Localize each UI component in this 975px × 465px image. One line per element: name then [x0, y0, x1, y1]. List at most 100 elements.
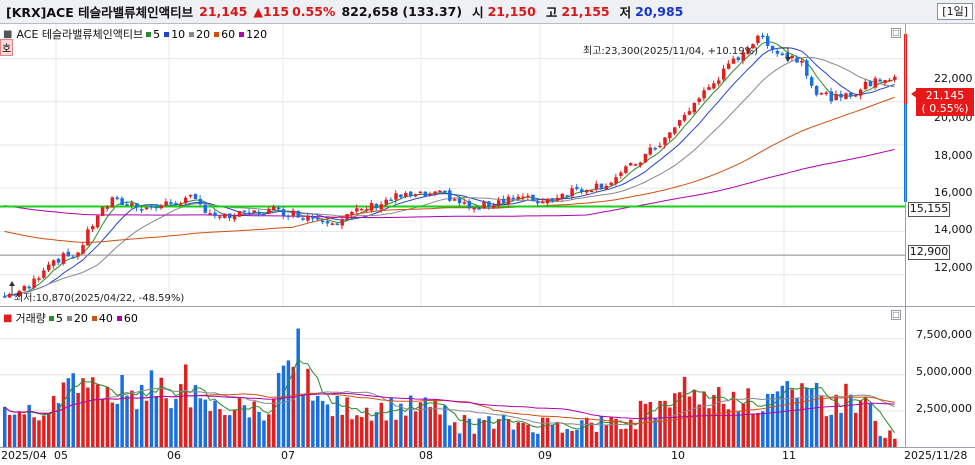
candle-body: [325, 221, 330, 224]
volume-bar: [22, 414, 27, 447]
candle-body: [203, 204, 208, 213]
candle-body: [374, 203, 379, 209]
volume-bar: [47, 413, 51, 447]
volume-bar: [516, 422, 521, 447]
volume-bar: [751, 414, 755, 447]
candle-body: [130, 203, 134, 206]
candle-body: [560, 193, 565, 199]
period-button[interactable]: [1일]: [937, 3, 973, 20]
volume-bar: [800, 383, 804, 447]
volume-legend-name: 거래량: [15, 312, 46, 325]
volume-bar: [276, 373, 281, 447]
volume-bar: [433, 399, 437, 447]
candle-body: [550, 198, 555, 201]
candle-body: [570, 188, 574, 197]
volume-bar: [726, 409, 731, 447]
candle-body: [267, 208, 271, 214]
volume-tick-5000000: 5,000,000: [916, 365, 972, 378]
candle-body: [399, 194, 403, 198]
side-tag[interactable]: 호: [0, 39, 14, 56]
candle-body: [76, 252, 80, 257]
volume-bar: [399, 403, 403, 447]
pane-separator[interactable]: [0, 306, 975, 307]
candle-body: [819, 92, 824, 95]
open-price: 21,150: [487, 4, 536, 19]
volume-bar: [51, 396, 56, 447]
low-label: 저: [619, 5, 632, 20]
ma-5-line: [4, 41, 895, 297]
trade-amount: (133.37): [402, 4, 463, 19]
candle-body: [452, 199, 457, 201]
candle-body: [511, 197, 516, 200]
volume-bar: [423, 397, 428, 447]
candle-body: [516, 196, 521, 200]
candle-body: [7, 293, 12, 298]
candle-body: [443, 190, 447, 193]
volume-bar: [27, 404, 31, 447]
candle-body: [853, 95, 858, 97]
candle-body: [751, 44, 755, 49]
candle-body: [247, 212, 252, 214]
volume-bar: [350, 419, 354, 447]
low-annotation: 최저:10,870(2025/04/22, -48.59%): [14, 293, 185, 304]
volume-ma-60-line: [4, 392, 895, 420]
candle-body: [540, 201, 545, 204]
candle-body: [42, 270, 46, 278]
candle-body: [604, 185, 609, 190]
volume-legend: ■ 거래량 5 20 40 60: [3, 310, 142, 326]
candle-body: [643, 153, 648, 163]
volume-bar: [369, 420, 374, 447]
ma-60-line: [4, 96, 895, 243]
candle-body: [619, 172, 623, 176]
candle-body: [271, 206, 276, 210]
volume-bar: [325, 404, 330, 447]
candle-body: [56, 258, 61, 263]
candle-body: [320, 220, 325, 223]
volume-bar: [707, 408, 711, 447]
symbol-name[interactable]: [KRX]ACE 테슬라밸류체인액티브: [6, 5, 194, 20]
candle-body: [428, 193, 432, 196]
candle-body: [379, 204, 384, 210]
volume-bar: [301, 394, 305, 447]
volume-bar: [257, 411, 261, 447]
candle-body: [218, 216, 222, 218]
candle-body: [12, 294, 17, 296]
candle-body: [599, 183, 604, 189]
volume-bar: [819, 395, 824, 447]
volume-bar: [717, 387, 721, 447]
price-chart[interactable]: [0, 24, 975, 307]
candle-body: [785, 53, 790, 58]
candle-body: [829, 91, 834, 102]
volume-bar: [12, 414, 17, 447]
ma-10-swatch-icon: [164, 32, 170, 37]
price-tick-22000: 22,000: [934, 72, 973, 85]
candle-body: [100, 207, 105, 217]
ma-20-swatch-icon: [189, 32, 195, 37]
low-price: 20,985: [635, 4, 684, 19]
volume-toggle-icon[interactable]: ■: [3, 312, 13, 324]
price-gridlines: [0, 24, 905, 307]
volume-tick-2500000: 2,500,000: [916, 402, 972, 415]
current-price: 21,145: [199, 4, 248, 19]
candle-body: [687, 111, 692, 115]
candle-body: [805, 60, 809, 76]
volume-bar: [599, 415, 604, 447]
volume-bar: [594, 431, 599, 447]
volume-bar: [413, 411, 418, 447]
candle-body: [242, 210, 247, 213]
volume-bar: [42, 415, 46, 447]
price-tick-16000: 16,000: [934, 186, 973, 199]
volume-chart[interactable]: [0, 307, 975, 447]
volume-close-icon[interactable]: □: [891, 310, 901, 320]
candle-body: [306, 216, 310, 221]
volume-bar: [467, 418, 472, 447]
volume-bar: [448, 425, 452, 447]
price-close-icon[interactable]: □: [891, 28, 901, 38]
legend-toggle-icon[interactable]: ■: [3, 28, 13, 40]
date-label-08: 08: [419, 449, 433, 462]
volume-bar: [521, 422, 525, 447]
candle-body: [105, 206, 110, 209]
candle-body: [257, 211, 261, 215]
vlegend-ma-20: 20: [66, 312, 88, 325]
volume-bar: [139, 384, 144, 447]
